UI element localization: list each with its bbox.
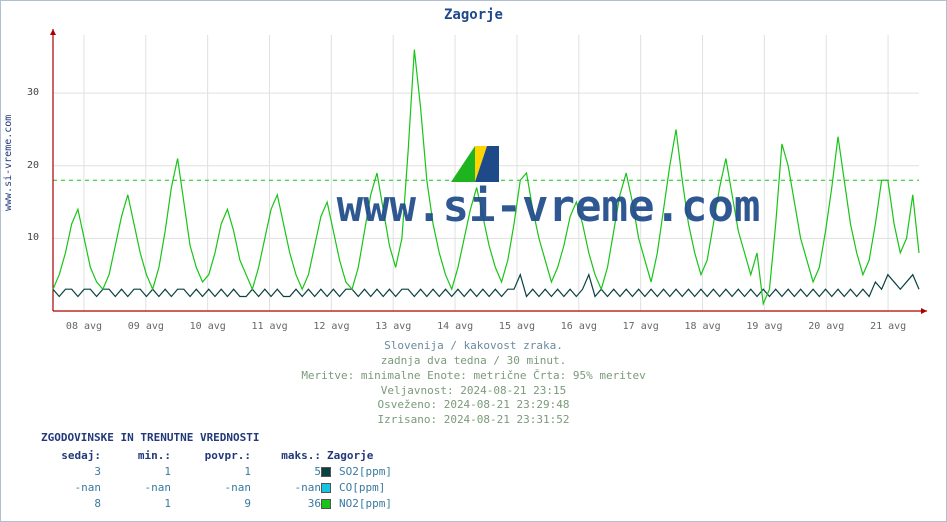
stats-table: sedaj:min.:povpr.:maks.:Zagorje3115SO2[p…	[41, 449, 392, 513]
y-axis-labels: 102030	[13, 29, 39, 319]
meta-source: Slovenija / kakovost zraka.	[1, 339, 946, 354]
meta-settings: Meritve: minimalne Enote: metrične Črta:…	[1, 369, 946, 384]
meta-refreshed: Osveženo: 2024-08-21 23:29:48	[1, 398, 946, 413]
meta-validity: Veljavnost: 2024-08-21 23:15	[1, 384, 946, 399]
legend-header: ZGODOVINSKE IN TRENUTNE VREDNOSTI	[41, 431, 260, 444]
chart-area	[41, 29, 931, 319]
chart-metadata: Slovenija / kakovost zraka. zadnja dva t…	[1, 339, 946, 428]
meta-range: zadnja dva tedna / 30 minut.	[1, 354, 946, 369]
meta-drawn: Izrisano: 2024-08-21 23:31:52	[1, 413, 946, 428]
chart-title: Zagorje	[1, 7, 946, 23]
chart-svg	[41, 29, 931, 319]
